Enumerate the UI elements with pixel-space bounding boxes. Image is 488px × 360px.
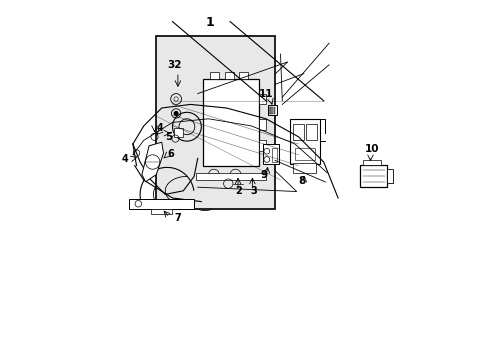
- Text: 6: 6: [167, 149, 174, 159]
- Bar: [239, 72, 247, 79]
- Bar: [156, 36, 275, 209]
- Bar: [224, 72, 233, 79]
- Bar: [203, 79, 258, 166]
- Bar: [273, 107, 275, 114]
- Text: 2: 2: [235, 186, 242, 197]
- Bar: [210, 72, 219, 79]
- Bar: [270, 107, 272, 114]
- Polygon shape: [142, 142, 163, 182]
- Bar: [271, 148, 276, 162]
- Bar: [359, 165, 386, 187]
- Text: 8: 8: [298, 176, 305, 186]
- Bar: [258, 94, 265, 104]
- Bar: [289, 119, 320, 164]
- Circle shape: [174, 112, 178, 115]
- Bar: [258, 140, 265, 151]
- Bar: [305, 124, 316, 140]
- Bar: [129, 199, 194, 209]
- Bar: [151, 209, 172, 214]
- Bar: [292, 163, 316, 173]
- Text: 7: 7: [174, 213, 181, 224]
- Text: 4: 4: [156, 123, 163, 134]
- Text: 9: 9: [260, 170, 267, 180]
- Text: 11: 11: [258, 89, 273, 99]
- Text: 5: 5: [165, 132, 172, 143]
- Bar: [363, 160, 381, 165]
- Bar: [262, 144, 278, 164]
- Bar: [386, 169, 392, 183]
- Text: 1: 1: [205, 16, 214, 29]
- Text: 10: 10: [365, 144, 379, 154]
- Bar: [258, 119, 265, 130]
- Bar: [267, 105, 276, 115]
- Text: 4: 4: [122, 154, 128, 164]
- Bar: [268, 107, 270, 114]
- Bar: [294, 148, 314, 160]
- Text: 3: 3: [249, 186, 256, 197]
- Text: 32: 32: [167, 60, 181, 71]
- Bar: [174, 128, 183, 137]
- Bar: [196, 173, 265, 180]
- Bar: [292, 124, 303, 140]
